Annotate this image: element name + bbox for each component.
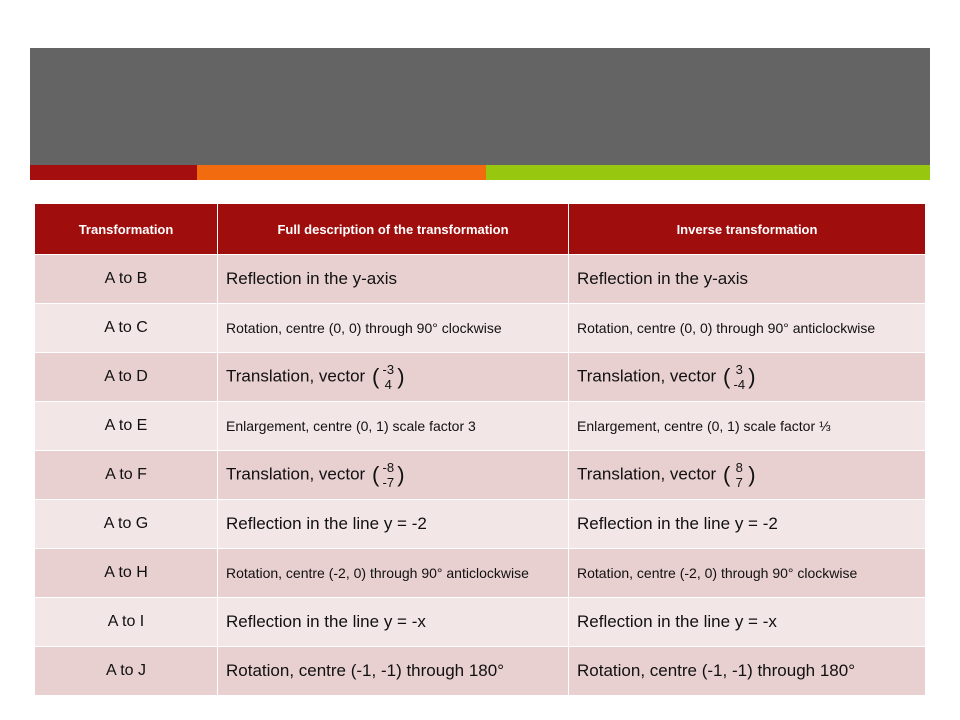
- column-vector: ( 3 -4 ): [723, 362, 756, 392]
- inverse-cell: Reflection in the line y = -x: [568, 597, 926, 647]
- transformations-table: Transformation Full description of the t…: [34, 203, 926, 696]
- row-label: A to F: [34, 450, 218, 500]
- inverse-cell: Rotation, centre (-1, -1) through 180°: [568, 646, 926, 696]
- accent-bar: [30, 165, 930, 180]
- description-cell: Enlargement, centre (0, 1) scale factor …: [217, 401, 569, 451]
- row-label: A to I: [34, 597, 218, 647]
- description-text: Translation, vector: [226, 366, 366, 386]
- row-label: A to C: [34, 303, 218, 353]
- inverse-text: Translation, vector: [577, 366, 717, 386]
- table-row: A to H Rotation, centre (-2, 0) through …: [34, 548, 926, 598]
- table-row: A to B Reflection in the y-axis Reflecti…: [34, 254, 926, 304]
- description-cell: Reflection in the line y = -2: [217, 499, 569, 549]
- description-cell: Translation, vector ( -3 4 ): [217, 352, 569, 402]
- inverse-text: Translation, vector: [577, 464, 717, 484]
- header-row: Transformation Full description of the t…: [34, 203, 926, 255]
- table-row: A to J Rotation, centre (-1, -1) through…: [34, 646, 926, 696]
- table-row: A to E Enlargement, centre (0, 1) scale …: [34, 401, 926, 451]
- vector-top: 3: [735, 362, 743, 377]
- table-row: A to C Rotation, centre (0, 0) through 9…: [34, 303, 926, 353]
- vector-bottom: -4: [733, 377, 746, 392]
- table-row: A to F Translation, vector ( -8 -7 ) Tran…: [34, 450, 926, 500]
- vector-top: -3: [382, 362, 395, 377]
- left-paren: (: [722, 364, 731, 389]
- inverse-cell: Enlargement, centre (0, 1) scale factor …: [568, 401, 926, 451]
- table-row: A to D Translation, vector ( -3 4 ) Trans…: [34, 352, 926, 402]
- inverse-cell: Reflection in the line y = -2: [568, 499, 926, 549]
- vector-bottom: 4: [384, 377, 392, 392]
- inverse-cell: Rotation, centre (0, 0) through 90° anti…: [568, 303, 926, 353]
- vector-top: 8: [735, 460, 743, 475]
- left-paren: (: [371, 462, 380, 487]
- right-paren: ): [397, 364, 405, 389]
- description-text: Translation, vector: [226, 464, 366, 484]
- description-cell: Rotation, centre (-2, 0) through 90° ant…: [217, 548, 569, 598]
- column-vector: ( -8 -7 ): [372, 460, 405, 490]
- table-row: A to I Reflection in the line y = -x Ref…: [34, 597, 926, 647]
- header-description: Full description of the transformation: [217, 203, 569, 255]
- column-vector: ( -3 4 ): [372, 362, 405, 392]
- right-paren: ): [397, 462, 405, 487]
- vector-top: -8: [382, 460, 395, 475]
- description-cell: Reflection in the line y = -x: [217, 597, 569, 647]
- description-cell: Translation, vector ( -8 -7 ): [217, 450, 569, 500]
- accent-segment-red: [30, 165, 197, 180]
- inverse-cell: Reflection in the y-axis: [568, 254, 926, 304]
- right-paren: ): [748, 364, 756, 389]
- row-label: A to G: [34, 499, 218, 549]
- right-paren: ): [748, 462, 756, 487]
- description-cell: Rotation, centre (0, 0) through 90° cloc…: [217, 303, 569, 353]
- row-label: A to D: [34, 352, 218, 402]
- accent-segment-green: [486, 165, 930, 180]
- description-cell: Reflection in the y-axis: [217, 254, 569, 304]
- table-row: A to G Reflection in the line y = -2 Ref…: [34, 499, 926, 549]
- vector-bottom: -7: [382, 475, 395, 490]
- vector-bottom: 7: [735, 475, 743, 490]
- row-label: A to E: [34, 401, 218, 451]
- header-inverse: Inverse transformation: [568, 203, 926, 255]
- title-band: [30, 48, 930, 165]
- row-label: A to B: [34, 254, 218, 304]
- row-label: A to J: [34, 646, 218, 696]
- accent-segment-orange: [197, 165, 486, 180]
- left-paren: (: [371, 364, 380, 389]
- description-cell: Rotation, centre (-1, -1) through 180°: [217, 646, 569, 696]
- inverse-cell: Rotation, centre (-2, 0) through 90° clo…: [568, 548, 926, 598]
- header-transformation: Transformation: [34, 203, 218, 255]
- row-label: A to H: [34, 548, 218, 598]
- left-paren: (: [722, 462, 731, 487]
- inverse-cell: Translation, vector ( 3 -4 ): [568, 352, 926, 402]
